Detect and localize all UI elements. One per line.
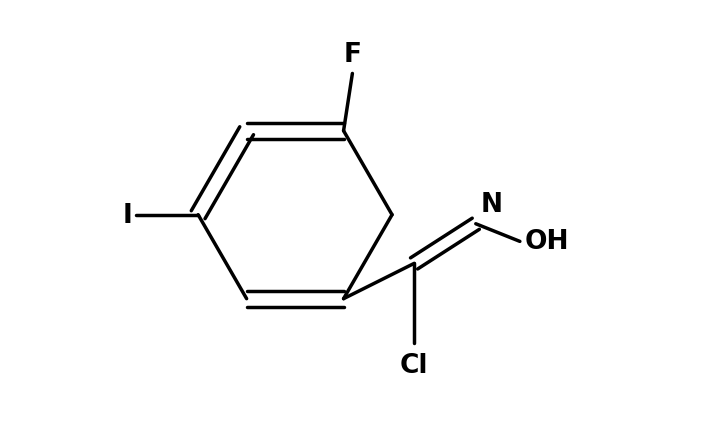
Text: OH: OH: [524, 229, 569, 255]
Text: F: F: [343, 42, 361, 68]
Text: Cl: Cl: [400, 352, 429, 378]
Text: I: I: [122, 202, 132, 228]
Text: N: N: [480, 192, 502, 218]
